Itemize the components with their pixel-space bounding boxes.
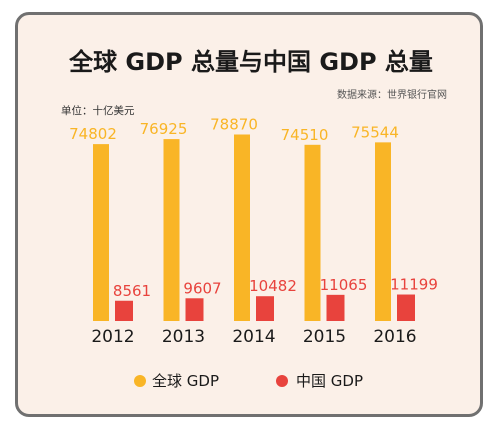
label-global-2016: 75544 xyxy=(351,123,399,141)
bar-global-2016 xyxy=(375,142,391,321)
bar-china-2012 xyxy=(115,300,133,321)
legend-marker-global xyxy=(134,375,146,387)
label-global-2014: 78870 xyxy=(210,115,258,133)
x-tick-2016: 2016 xyxy=(373,327,416,347)
legend-marker-china xyxy=(276,375,288,387)
label-china-2014: 10482 xyxy=(249,277,297,295)
chart-title: 全球 GDP 总量与中国 GDP 总量 xyxy=(68,48,433,76)
label-global-2013: 76925 xyxy=(140,120,188,138)
legend: 全球 GDP 中国 GDP xyxy=(134,372,363,390)
bar-china-2014 xyxy=(256,296,274,321)
legend-label-china: 中国 GDP xyxy=(296,372,363,390)
bar-global-2015 xyxy=(304,144,321,321)
bar-global-2014 xyxy=(234,134,250,321)
source-note: 数据来源：世界银行官网 xyxy=(337,88,447,101)
x-tick-2014: 2014 xyxy=(232,327,275,347)
bars-group: 74802 8561 2012 76925 9607 2013 78870 10482 2014… xyxy=(69,115,438,347)
x-tick-2013: 2013 xyxy=(162,327,205,347)
bar-global-2013 xyxy=(163,139,180,321)
bar-china-2016 xyxy=(397,294,415,321)
label-global-2012: 74802 xyxy=(69,125,117,143)
unit-label: 单位：十亿美元 xyxy=(61,104,135,117)
bar-global-2012 xyxy=(93,144,109,321)
label-china-2016: 11199 xyxy=(390,276,438,294)
label-global-2015: 74510 xyxy=(281,126,329,144)
bar-china-2015 xyxy=(326,294,345,321)
label-china-2013: 9607 xyxy=(183,279,221,297)
bar-china-2013 xyxy=(185,298,204,321)
label-china-2015: 11065 xyxy=(320,276,368,294)
x-tick-2015: 2015 xyxy=(303,327,346,347)
label-china-2012: 8561 xyxy=(113,282,151,300)
x-tick-2012: 2012 xyxy=(91,327,134,347)
legend-label-global: 全球 GDP xyxy=(152,372,219,390)
